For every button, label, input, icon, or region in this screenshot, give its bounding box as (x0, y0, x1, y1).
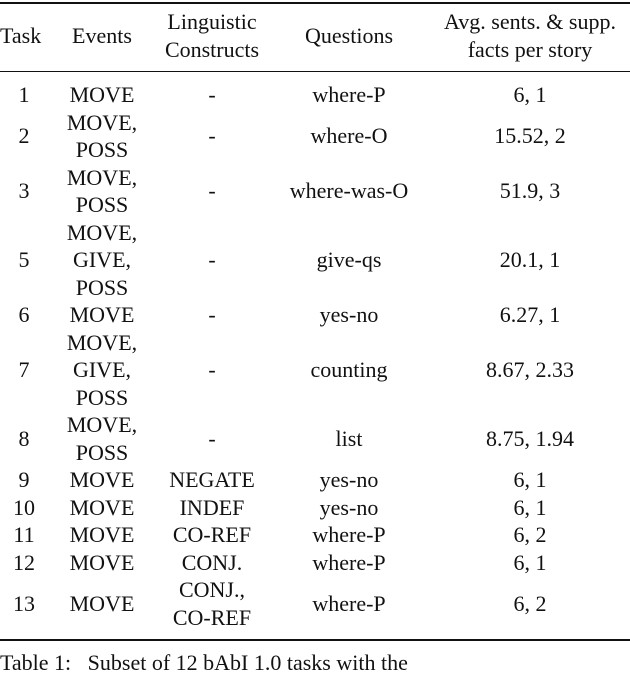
table-cell: where-P (312, 522, 386, 547)
table-cell: MOVE (69, 590, 135, 616)
column-header: Linguistic Constructs (164, 9, 260, 62)
table-cell: - (208, 82, 216, 107)
table-body: 1 MOVE - where-P 6, 1 2 MOVE, POSS - where-O 15.5… (0, 72, 630, 640)
table-cell: MOVE (69, 522, 135, 547)
table-cell: MOVE, GIVE, POSS (66, 219, 138, 300)
table-row: 6 MOVE - yes-no 6.27, 1 (0, 301, 630, 329)
table-cell: give-qs (316, 247, 382, 272)
table-cell: 20.1, 1 (499, 247, 561, 272)
table-row: 1 MOVE - where-P 6, 1 (0, 72, 630, 109)
table-cell: 2 (18, 123, 30, 149)
table-cell: 5 (18, 247, 30, 272)
table-cell: where-P (312, 549, 386, 575)
table-cell: 7 (18, 357, 30, 382)
table-cell: MOVE (69, 549, 135, 575)
data-table: Task Events Linguistic Constructs Questions… (0, 2, 630, 641)
table-cell: counting (310, 357, 388, 382)
table-cell: - (208, 178, 216, 204)
table-cell: 3 (18, 178, 30, 204)
table-cell: 6, 1 (513, 494, 547, 520)
header-row: Task Events Linguistic Constructs Questions… (0, 3, 630, 72)
column-header: Task (0, 22, 42, 48)
table-row: 13 MOVE CONJ., CO-REF where-P 6, 2 (0, 576, 630, 640)
table-cell: MOVE (69, 494, 135, 520)
table-row: 9 MOVE NEGATE yes-no 6, 1 (0, 466, 630, 494)
table-cell: MOVE (69, 467, 135, 492)
table-cell: yes-no (319, 302, 379, 327)
table-cell: - (208, 247, 216, 272)
table-cell: 6.27, 1 (499, 302, 561, 327)
caption: Table 1: Subset of 12 bAbI 1.0 tasks wit… (0, 650, 408, 675)
table-cell: 15.52, 2 (494, 123, 566, 149)
table-cell: - (208, 123, 216, 149)
table-cell: 12 (13, 549, 35, 575)
table-cell: where-P (312, 590, 386, 616)
table-cell: 10 (13, 494, 35, 520)
table-cell: MOVE, POSS (66, 109, 138, 163)
table-cell: MOVE, POSS (66, 164, 138, 218)
table-cell: INDEF (179, 494, 245, 520)
table-cell: NEGATE (169, 467, 255, 492)
column-header: Questions (305, 22, 393, 48)
table-cell: CONJ. (181, 549, 243, 575)
table-cell: yes-no (319, 494, 379, 520)
table-row: 5 MOVE, GIVE, POSS - give-qs 20.1, 1 (0, 219, 630, 302)
column-header: Events (72, 22, 132, 48)
table-cell: CONJ., CO-REF (172, 577, 252, 630)
table-cell: 8 (18, 425, 30, 451)
table-cell: MOVE (69, 82, 135, 107)
table-row: 10 MOVE INDEF yes-no 6, 1 (0, 494, 630, 522)
table-cell: CO-REF (172, 522, 252, 547)
table-cell: 13 (13, 590, 35, 616)
table-cell: where-P (312, 82, 386, 107)
table-cell: 6, 1 (513, 549, 547, 575)
table-cell: - (208, 425, 216, 451)
table-cell: 8.67, 2.33 (486, 357, 574, 382)
table-cell: 6, 1 (513, 467, 547, 492)
table-cell: 6, 1 (513, 82, 547, 107)
table-cell: MOVE (69, 302, 135, 327)
column-header: Avg. sents. & supp. facts per story (444, 9, 616, 62)
table-row: 11 MOVE CO-REF where-P 6, 2 (0, 521, 630, 549)
table-cell: MOVE, GIVE, POSS (66, 329, 138, 410)
table-cell: list (335, 425, 363, 451)
table-cell: 6, 2 (513, 590, 547, 616)
table-cell: 9 (18, 467, 30, 492)
table-cell: 8.75, 1.94 (486, 425, 574, 451)
table-cell: MOVE, POSS (66, 412, 138, 465)
table-cell: where-was-O (289, 178, 409, 204)
table-cell: 6, 2 (513, 522, 547, 547)
table-row: 7 MOVE, GIVE, POSS - counting 8.67, 2.33 (0, 329, 630, 412)
table-cell: - (208, 302, 216, 327)
table-row: 2 MOVE, POSS - where-O 15.52, 2 (0, 109, 630, 164)
table-cell: where-O (310, 123, 388, 149)
table-cell: 6 (18, 302, 30, 327)
table-cell: yes-no (319, 467, 379, 492)
table-cell: - (208, 357, 216, 382)
table-row: 12 MOVE CONJ. where-P 6, 1 (0, 549, 630, 577)
table-cell: 11 (13, 522, 35, 547)
table-cell: 51.9, 3 (499, 178, 561, 204)
table-row: 8 MOVE, POSS - list 8.75, 1.94 (0, 411, 630, 466)
table-row: 3 MOVE, POSS - where-was-O 51.9, 3 (0, 164, 630, 219)
table-cell: 1 (18, 82, 30, 107)
